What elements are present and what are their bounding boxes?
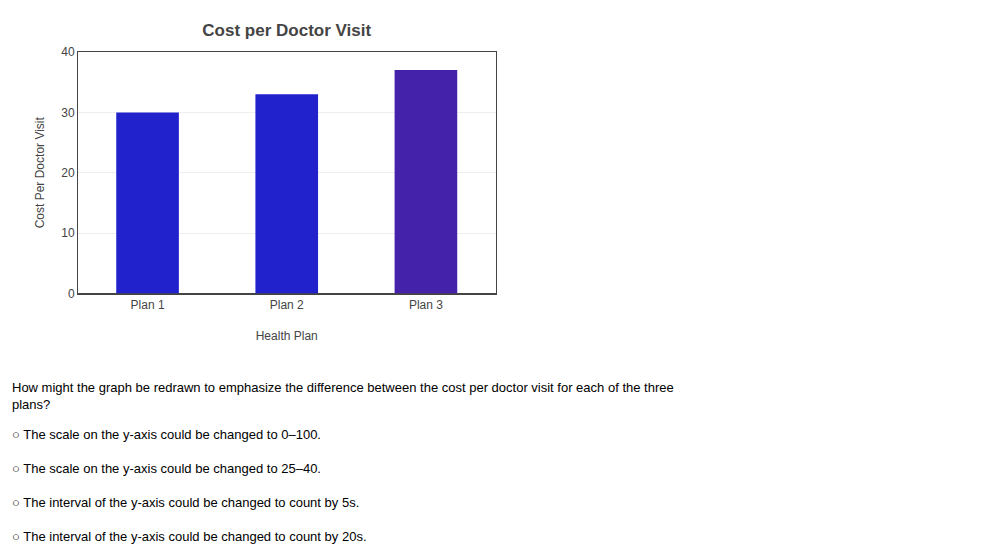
svg-text:○ The interval of the y-axis c: ○ The interval of the y-axis could be ch… (12, 529, 367, 544)
svg-text:○ The scale on the y-axis coul: ○ The scale on the y-axis could be chang… (12, 427, 321, 442)
svg-text:Plan 2: Plan 2 (270, 298, 304, 312)
svg-text:20: 20 (61, 166, 75, 180)
svg-text:Plan 3: Plan 3 (409, 298, 443, 312)
svg-text:30: 30 (61, 106, 75, 120)
svg-text:Cost Per Doctor Visit: Cost Per Doctor Visit (33, 117, 47, 229)
svg-text:Cost per Doctor Visit: Cost per Doctor Visit (202, 21, 371, 40)
svg-text:0: 0 (68, 287, 75, 301)
svg-text:40: 40 (61, 45, 75, 59)
svg-text:○ The scale on the y-axis coul: ○ The scale on the y-axis could be chang… (12, 461, 321, 476)
svg-text:Health Plan: Health Plan (256, 329, 318, 343)
svg-text:How might the graph be redrawn: How might the graph be redrawn to emphas… (12, 380, 674, 412)
svg-text:○ The interval of the y-axis c: ○ The interval of the y-axis could be ch… (12, 495, 359, 510)
svg-text:10: 10 (61, 226, 75, 240)
svg-text:Plan 1: Plan 1 (131, 298, 165, 312)
